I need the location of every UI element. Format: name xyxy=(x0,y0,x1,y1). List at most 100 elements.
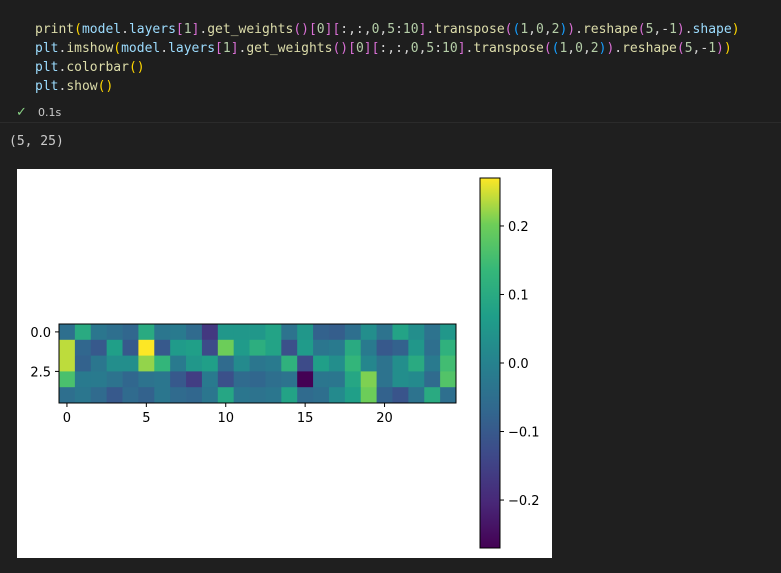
heatmap-cell xyxy=(154,355,171,372)
heatmap-cell xyxy=(424,324,441,341)
heatmap-cell xyxy=(154,387,171,404)
heatmap-cell xyxy=(249,324,266,341)
code-token: ] xyxy=(418,22,427,37)
heatmap-cell xyxy=(170,324,187,341)
code-token: ( xyxy=(113,41,122,56)
heatmap-cell xyxy=(408,387,425,404)
code-token: ] xyxy=(230,41,239,56)
code-token: . xyxy=(121,22,129,37)
code-token: , xyxy=(528,22,536,37)
heatmap-cell xyxy=(440,355,457,372)
heatmap-cell xyxy=(170,371,187,388)
code-token: transpose xyxy=(473,41,544,56)
heatmap-cell xyxy=(392,324,409,341)
heatmap-cell xyxy=(138,371,155,388)
heatmap-cell xyxy=(408,371,425,388)
heatmap-cell xyxy=(360,324,377,341)
heatmap-cell xyxy=(281,371,298,388)
heatmap-cell xyxy=(265,387,282,404)
code-token: ( xyxy=(637,22,646,37)
heatmap-cell xyxy=(74,355,92,372)
heatmap-cell xyxy=(265,371,282,388)
heatmap-cell xyxy=(328,387,346,404)
colorbar-axis: 0.2 0.1 0.0 −0.1 −0.2 xyxy=(500,220,540,509)
heatmap-cell xyxy=(424,339,441,356)
heatmap-cell xyxy=(74,371,92,388)
code-token: 0 xyxy=(355,41,364,56)
heatmap-cell xyxy=(90,355,108,372)
code-line[interactable]: plt.imshow(model.layers[1].get_weights()… xyxy=(35,39,732,58)
heatmap-cell xyxy=(440,387,457,404)
code-token: . xyxy=(684,22,693,37)
heatmap-cell xyxy=(217,339,235,356)
code-token: ] xyxy=(191,22,200,37)
heatmap-cell xyxy=(122,339,139,356)
code-token: ] xyxy=(457,41,466,56)
heatmap-cell xyxy=(328,371,346,388)
heatmap-cell xyxy=(233,355,250,372)
heatmap-cell xyxy=(313,339,330,356)
heatmap-cell xyxy=(297,387,314,404)
heatmap-cell xyxy=(122,355,139,372)
code-token: ) xyxy=(559,22,568,37)
code-token: plt xyxy=(35,60,59,75)
heatmap-cell xyxy=(186,387,203,404)
heatmap-cell xyxy=(138,324,155,341)
code-token: () xyxy=(332,41,349,56)
code-token: show xyxy=(66,79,98,94)
heatmap-cell xyxy=(154,339,171,356)
heatmap-cell xyxy=(424,355,441,372)
heatmap-cell xyxy=(59,324,76,341)
heatmap-cell xyxy=(74,387,92,404)
heatmap-cell xyxy=(408,324,425,341)
code-token: . xyxy=(426,22,435,37)
heatmap-axes-frame xyxy=(58,323,457,404)
heatmap-cell xyxy=(376,339,393,356)
heatmap-cell xyxy=(233,371,250,388)
heatmap-cell xyxy=(122,324,139,341)
heatmap-cell xyxy=(376,324,393,341)
code-token: layers xyxy=(168,41,216,56)
heatmap-cell xyxy=(328,324,346,341)
code-cell-input[interactable]: print(model.layers[1].get_weights()[0][:… xyxy=(0,0,781,123)
heatmap-cell xyxy=(360,355,377,372)
code-token: imshow xyxy=(66,41,114,56)
code-token: get_weights xyxy=(246,41,333,56)
heatmap-cell xyxy=(74,324,92,341)
heatmap-cell xyxy=(249,339,266,356)
code-token: . xyxy=(465,41,474,56)
heatmap-cell xyxy=(440,371,457,388)
heatmap-cell xyxy=(90,339,108,356)
code-line[interactable]: plt.colorbar() xyxy=(35,58,145,77)
heatmap-cell xyxy=(344,339,362,356)
heatmap-cell xyxy=(344,324,362,341)
heatmap-cell xyxy=(122,387,139,404)
x-tick-label: 0 xyxy=(63,411,71,426)
heatmap-cell xyxy=(59,355,76,372)
heatmap-cell xyxy=(186,355,203,372)
code-token: . xyxy=(575,22,583,37)
heatmap-cell xyxy=(249,387,266,404)
heatmap-cell xyxy=(392,355,409,372)
code-token: : xyxy=(434,41,443,56)
code-token: ( xyxy=(512,22,521,37)
code-line[interactable]: plt.show() xyxy=(35,77,113,96)
code-token: 1 xyxy=(520,22,529,37)
code-token: ) xyxy=(598,41,607,56)
code-token: 5 xyxy=(684,41,693,56)
code-token: . xyxy=(199,22,208,37)
heatmap-cell xyxy=(154,371,171,388)
code-token: shape xyxy=(692,22,732,37)
heatmap-cell xyxy=(297,339,314,356)
code-token: ( xyxy=(676,41,685,56)
code-token: . xyxy=(160,41,169,56)
code-token: ] xyxy=(363,41,372,56)
code-token: plt xyxy=(35,41,59,56)
heatmap-cell xyxy=(265,324,282,341)
code-token: 0 xyxy=(410,41,419,56)
code-token: . xyxy=(614,41,623,56)
code-editor[interactable]: print(model.layers[1].get_weights()[0][:… xyxy=(18,20,781,98)
heatmap-cell xyxy=(360,339,377,356)
code-line[interactable]: print(model.layers[1].get_weights()[0][:… xyxy=(35,20,740,39)
heatmap-cell xyxy=(90,387,108,404)
